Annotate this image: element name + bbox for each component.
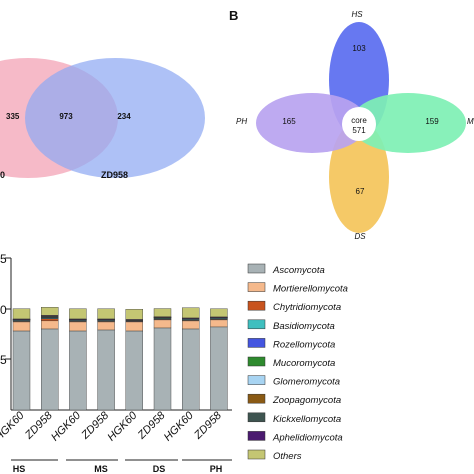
bar-segment — [210, 319, 228, 328]
legend-label: Others — [273, 451, 302, 462]
bar-segment — [12, 308, 31, 320]
legend-swatch — [247, 393, 266, 404]
bar-segment — [12, 330, 31, 411]
y-tick-label: 5 — [0, 353, 7, 367]
legend-swatch — [247, 356, 266, 367]
legend-label: Kickxellomycota — [273, 414, 341, 425]
stacked-bar-panel: 5 0 5 HGK60ZD958HGK60ZD958HGK60ZD958HGK6… — [0, 252, 348, 474]
x-tick-label: HGK60 — [0, 409, 27, 444]
legend-label: Mortierellomycota — [273, 284, 348, 295]
bar-segment — [41, 318, 59, 322]
bar-segment — [97, 329, 115, 411]
bar-segment — [210, 308, 228, 318]
petal-ph-label: PH — [236, 117, 247, 126]
bar-segment — [12, 321, 31, 332]
petal-hs-label: HS — [351, 10, 363, 19]
petal-m-count: 159 — [425, 117, 439, 126]
legend-swatch — [247, 375, 266, 385]
petal-ph-count: 165 — [282, 117, 296, 126]
petal-ph — [256, 93, 368, 153]
petal-hs-count: 103 — [352, 44, 366, 53]
legend: Ascomycota Mortierellomycota Chytridiomyco… — [247, 263, 348, 462]
bar-segment — [153, 327, 172, 411]
legend-swatch — [247, 263, 266, 274]
core-count: 571 — [352, 126, 366, 135]
bar-segment — [69, 321, 87, 332]
x-tick-label: ZD958 — [191, 409, 224, 442]
y-tick-label: 5 — [0, 252, 7, 266]
bar-segment — [69, 330, 87, 411]
legend-swatch — [247, 319, 266, 330]
petal-ds-count: 67 — [356, 187, 365, 196]
y-tick-label: 0 — [0, 303, 7, 317]
group-label: DS — [153, 464, 166, 474]
legend-label: Rozellomycota — [273, 339, 335, 350]
legend-label: Basidiomycota — [273, 321, 335, 332]
bar-segment — [125, 321, 144, 332]
flower-panel: B core 571 103 165 159 67 HS PH M DS — [229, 8, 474, 241]
venn-left-count: 335 — [6, 112, 20, 121]
petal-ds — [329, 121, 389, 233]
legend-swatch — [247, 412, 266, 423]
legend-label: Chytridiomycota — [273, 302, 341, 313]
venn-two-panel: 335 973 234 0 ZD958 — [0, 58, 205, 180]
bar-segment — [69, 308, 87, 320]
core-circle — [342, 107, 376, 141]
bar-segment — [125, 309, 144, 320]
group-label: MS — [94, 464, 108, 474]
bar-segment — [97, 308, 115, 320]
bar-segment — [210, 326, 228, 411]
legend-label: Zoopagomycota — [272, 395, 341, 406]
bar-segment — [41, 328, 59, 411]
legend-label: Aphelidiomycota — [272, 432, 343, 443]
legend-swatch — [247, 300, 266, 311]
panel-b-letter: B — [229, 8, 238, 23]
bar-segment — [97, 321, 115, 331]
legend-label: Ascomycota — [272, 265, 325, 276]
bar-segment — [181, 307, 200, 319]
venn-right-count: 234 — [117, 112, 131, 121]
petal-m-label: M — [467, 117, 474, 126]
legend-swatch — [247, 338, 266, 348]
legend-label: Mucoromycota — [273, 358, 335, 369]
petal-ds-label: DS — [354, 232, 366, 241]
bar-segment — [41, 320, 59, 330]
bar-segment — [41, 307, 59, 316]
group-label: PH — [210, 464, 223, 474]
x-tick-label: HGK60 — [105, 409, 140, 444]
venn-right-circle — [25, 58, 205, 178]
bar-stack-group — [12, 307, 228, 411]
core-label: core — [351, 116, 367, 125]
bar-segment — [181, 320, 200, 330]
legend-swatch — [247, 449, 266, 460]
venn-left-label: 0 — [0, 170, 5, 180]
bar-segment — [125, 330, 144, 411]
bar-segment — [153, 308, 172, 317]
legend-label: Glomeromycota — [273, 377, 340, 388]
legend-swatch — [247, 431, 266, 441]
group-label: HS — [13, 464, 26, 474]
legend-swatch — [247, 282, 266, 292]
petal-m — [350, 93, 466, 153]
venn-right-label: ZD958 — [101, 170, 128, 180]
bar-segment — [181, 328, 200, 411]
x-tick-label: HGK60 — [162, 409, 197, 444]
x-tick-label: HGK60 — [49, 409, 84, 444]
venn-overlap-count: 973 — [59, 112, 73, 121]
bar-segment — [153, 319, 172, 329]
